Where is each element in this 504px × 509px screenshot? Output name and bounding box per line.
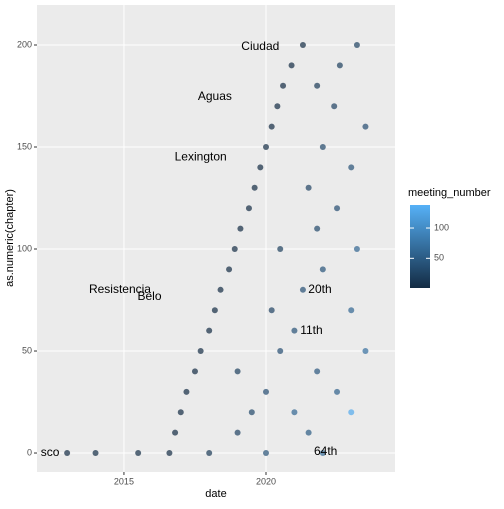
point [348, 164, 355, 171]
x-tick-label: 2020 [256, 476, 276, 486]
point [291, 409, 298, 416]
point [263, 450, 270, 457]
point [314, 82, 321, 89]
point [288, 62, 295, 69]
point [353, 41, 360, 48]
point [331, 103, 338, 110]
point [257, 164, 264, 171]
legend-tick-label: 100 [434, 222, 449, 232]
annotation: 20th [308, 282, 331, 296]
point [211, 307, 218, 314]
y-tick-label: 0 [27, 447, 32, 457]
point [166, 450, 173, 457]
annotation: 64th [314, 444, 337, 458]
point [299, 41, 306, 48]
annotation: Belo [137, 289, 161, 303]
point [248, 409, 255, 416]
point [268, 307, 275, 314]
legend-tick-label: 50 [434, 253, 444, 263]
point [353, 246, 360, 253]
point [245, 205, 252, 212]
point [319, 143, 326, 150]
panel [37, 5, 395, 472]
point [334, 388, 341, 395]
annotation: Aguas [198, 89, 232, 103]
point [263, 388, 270, 395]
point [336, 62, 343, 69]
point [362, 123, 369, 130]
point [319, 266, 326, 273]
point [206, 327, 213, 334]
point [274, 103, 281, 110]
point [217, 286, 224, 293]
point [305, 184, 312, 191]
point [231, 246, 238, 253]
point [234, 368, 241, 375]
annotation: 11th [300, 323, 322, 337]
annotation: sco [41, 445, 60, 459]
point [251, 184, 258, 191]
point [314, 368, 321, 375]
y-tick-label: 200 [17, 39, 32, 49]
point [268, 123, 275, 130]
point [277, 348, 284, 355]
point [135, 450, 142, 457]
point [206, 450, 213, 457]
point [314, 225, 321, 232]
point [234, 429, 241, 436]
point [280, 82, 287, 89]
point [172, 429, 179, 436]
point [334, 205, 341, 212]
y-tick-label: 150 [17, 141, 32, 151]
point [348, 307, 355, 314]
point [305, 429, 312, 436]
point [191, 368, 198, 375]
point [64, 450, 71, 457]
point [237, 225, 244, 232]
legend-title: meeting_number [408, 187, 491, 199]
point [319, 450, 326, 457]
point [183, 388, 190, 395]
point [177, 409, 184, 416]
point [362, 348, 369, 355]
y-axis-label: as.numeric(chapter) [4, 189, 16, 287]
point [291, 327, 298, 334]
colorbar [410, 205, 430, 288]
point [226, 266, 233, 273]
point [92, 450, 99, 457]
point [348, 409, 355, 416]
x-axis-label: date [205, 488, 226, 500]
point [263, 143, 270, 150]
point [277, 246, 284, 253]
point [197, 348, 204, 355]
y-tick-label: 50 [22, 345, 32, 355]
annotation: Resistencia [89, 282, 151, 296]
x-tick-label: 2015 [114, 476, 134, 486]
y-tick-label: 100 [17, 243, 32, 253]
annotation: Lexington [175, 149, 227, 163]
point [299, 286, 306, 293]
annotation: Ciudad [241, 39, 279, 53]
